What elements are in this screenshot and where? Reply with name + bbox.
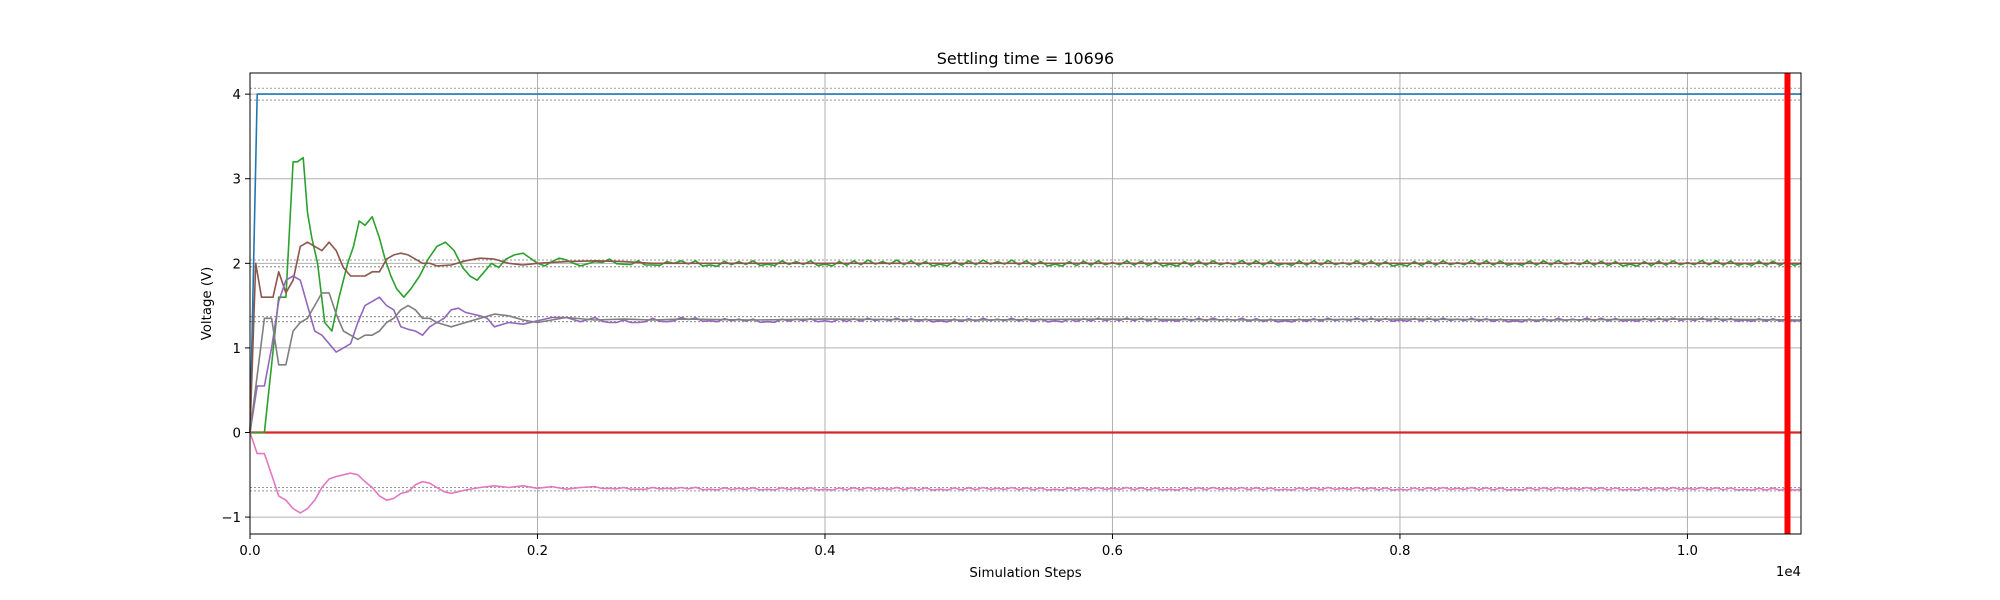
series-line-1 [249, 93, 1801, 433]
chart-title: Settling time = 10696 [937, 49, 1114, 68]
plot-frame [249, 72, 1802, 535]
x-axis-offset-text: 1e4 [1776, 565, 1801, 580]
x-tick-label: 0.6 [1102, 544, 1123, 559]
y-axis-label: Voltage (V) [200, 267, 215, 341]
x-axis-ticks: 0.0 0.2 0.4 0.6 0.8 1.0 [239, 534, 1698, 559]
series-line-4 [249, 241, 1801, 433]
series-lines [249, 93, 1802, 514]
x-tick-label: 0.8 [1389, 544, 1410, 559]
y-tick-label: 1 [233, 342, 241, 357]
x-axis-label: Simulation Steps [969, 566, 1081, 581]
tolerance-bands [250, 87, 1801, 492]
y-axis-ticks: −1 0 1 2 3 4 [221, 88, 250, 526]
x-tick-label: 1.0 [1677, 544, 1698, 559]
y-tick-label: −1 [221, 511, 241, 526]
x-tick-label: 0.0 [239, 544, 260, 559]
y-tick-label: 0 [233, 426, 241, 441]
series-line-6 [249, 292, 1802, 433]
y-tick-label: 3 [233, 173, 241, 188]
x-tick-label: 0.2 [527, 544, 548, 559]
y-tick-label: 4 [233, 88, 241, 103]
series-line-7 [249, 432, 1802, 514]
y-tick-label: 2 [233, 257, 241, 272]
x-tick-label: 0.4 [814, 544, 835, 559]
